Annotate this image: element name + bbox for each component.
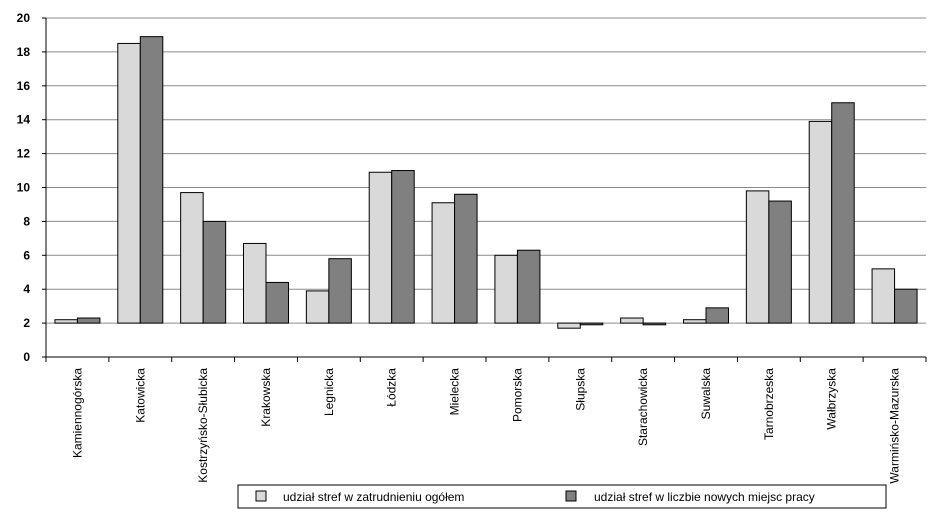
bar-nowe-miejsca-3 (265, 281, 289, 324)
bar-nowe-miejsca-10 (705, 307, 729, 324)
bar-zatrudnienie-4 (305, 290, 330, 324)
y-tick-label: 6 (23, 248, 30, 262)
bar-nowe-miejsca-8 (579, 322, 604, 326)
x-tick-label: Legnicka (322, 368, 336, 416)
y-tick-label: 16 (17, 79, 31, 93)
bar-nowe-miejsca-7 (516, 249, 541, 324)
legend: udział stref w zatrudnieniu ogółem udzia… (237, 484, 887, 509)
bar-zatrudnienie-5 (368, 171, 393, 324)
bar-nowe-miejsca-0 (76, 317, 101, 324)
y-tick-label: 18 (17, 45, 31, 59)
x-tick-label: Katowicka (133, 368, 147, 423)
bar-nowe-miejsca-9 (642, 322, 667, 326)
legend-label-series-2: udział stref w liczbie nowych miejsc pra… (594, 490, 815, 504)
y-tick-label: 10 (17, 181, 31, 195)
y-tick-label: 20 (17, 11, 31, 25)
x-tick-label: Starachowicka (636, 368, 650, 446)
bar-zatrudnienie-2 (180, 192, 204, 324)
x-tick-label: Krakowska (259, 368, 273, 427)
legend-swatch-series-2 (565, 490, 577, 502)
bar-zatrudnienie-7 (494, 254, 518, 324)
y-tick-label: 0 (23, 350, 30, 364)
bar-zatrudnienie-9 (620, 317, 644, 324)
bar-nowe-miejsca-2 (202, 220, 227, 324)
bar-zatrudnienie-6 (431, 202, 456, 324)
x-tick-label: Mielecka (448, 368, 462, 416)
legend-frame (237, 484, 887, 509)
x-tick-label: Tarnobrzeska (762, 368, 776, 440)
x-tick-label: Wałbrzyska (825, 368, 839, 430)
y-tick-label: 8 (23, 214, 30, 228)
y-tick-labels: 0 2 4 6 8 10 12 14 16 18 20 (17, 11, 31, 364)
x-tick-label: Łódzka (385, 368, 399, 407)
axes (42, 17, 927, 362)
x-tick-label: Suwalska (699, 368, 713, 420)
bar-nowe-miejsca-4 (328, 258, 352, 324)
bar-nowe-miejsca-12 (831, 102, 855, 324)
bar-zatrudnienie-11 (745, 190, 770, 324)
bar-zatrudnienie-10 (683, 319, 707, 324)
y-tick-label: 4 (23, 282, 30, 296)
bar-nowe-miejsca-5 (391, 170, 415, 324)
bar-zatrudnienie-3 (243, 242, 267, 324)
bar-zatrudnienie-0 (54, 319, 78, 324)
bar-nowe-miejsca-11 (768, 200, 792, 324)
x-tick-label: Pomorska (510, 368, 524, 422)
bar-zatrudnienie-1 (117, 42, 141, 324)
x-tick-label: Kamiennogórska (70, 368, 84, 458)
bar-nowe-miejsca-6 (454, 193, 478, 324)
bar-zatrudnienie-8 (557, 322, 581, 329)
legend-label-series-1: udział stref w zatrudnieniu ogółem (283, 490, 464, 504)
x-tick-label: Warmińsko-Mazurska (888, 368, 902, 484)
bar-zatrudnienie-13 (871, 268, 896, 324)
bars (54, 36, 918, 329)
grid-lines (46, 17, 926, 324)
bar-zatrudnienie-12 (808, 120, 833, 324)
legend-swatch-series-1 (255, 490, 267, 502)
bar-nowe-miejsca-1 (139, 36, 164, 324)
x-tick-labels: Kamiennogórska Katowicka Kostrzyńsko-Słubi… (70, 368, 901, 484)
x-tick-label: Słupska (573, 368, 587, 411)
x-tick-label: Kostrzyńsko-Słubicka (196, 368, 210, 483)
bar-nowe-miejsca-13 (894, 288, 918, 324)
y-tick-label: 2 (23, 316, 30, 330)
y-tick-label: 14 (17, 113, 31, 127)
y-tick-label: 12 (17, 147, 31, 161)
